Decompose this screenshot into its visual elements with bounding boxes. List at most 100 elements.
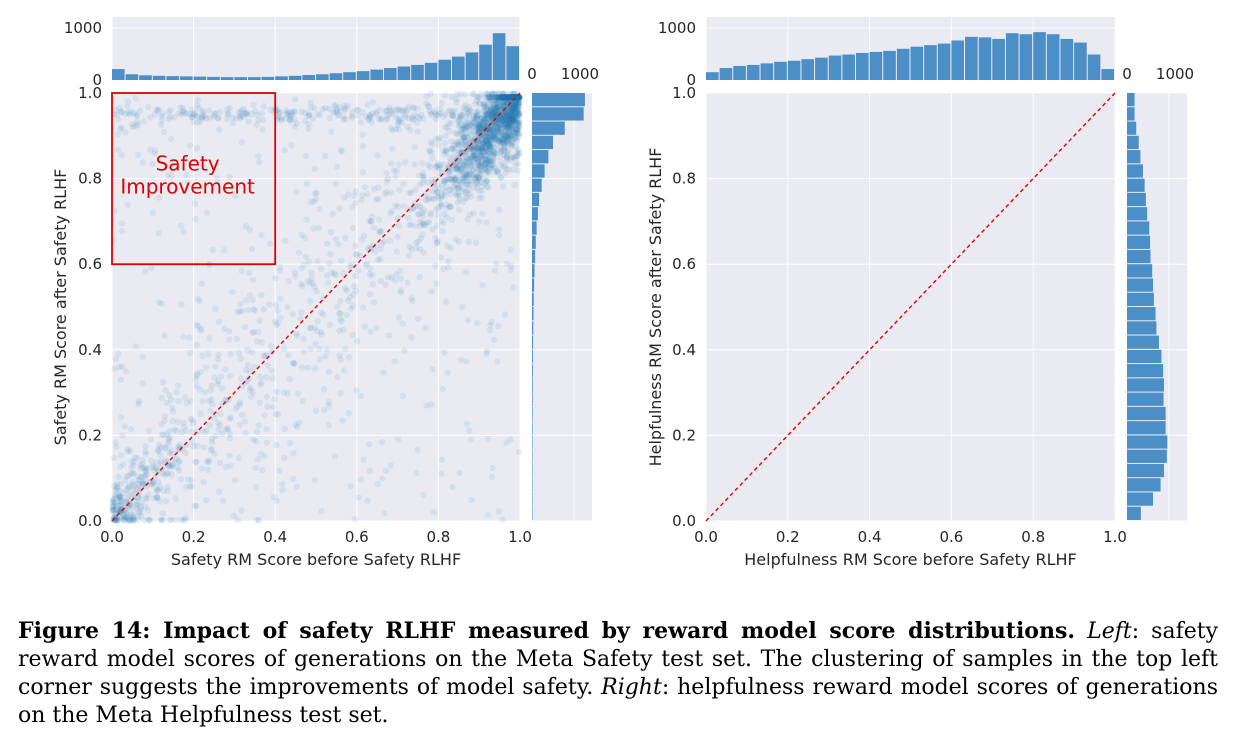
scatter-point <box>132 343 139 350</box>
scatter-point <box>496 94 504 101</box>
scatter-point <box>501 122 509 129</box>
scatter-point <box>349 302 356 309</box>
scatter-point <box>126 516 133 524</box>
scatter-point <box>500 138 507 145</box>
scatter-point <box>484 140 491 147</box>
scatter-point <box>321 407 328 414</box>
scatter-point <box>508 94 515 101</box>
scatter-point <box>180 333 187 340</box>
x-tick-label: 0.2 <box>776 528 800 546</box>
scatter-point <box>473 174 480 181</box>
scatter-point <box>172 516 179 524</box>
scatter-point <box>468 178 476 185</box>
scatter-point <box>366 291 374 298</box>
scatter-point <box>511 128 518 136</box>
scatter-point <box>466 137 473 144</box>
scatter-point <box>325 421 333 429</box>
scatter-point <box>494 129 501 137</box>
scatter-point <box>510 116 517 123</box>
scatter-point <box>470 148 478 156</box>
scatter-point <box>414 446 421 454</box>
scatter-point <box>508 94 515 101</box>
scatter-point <box>236 454 243 462</box>
scatter-point <box>465 156 473 163</box>
scatter-point <box>491 112 499 120</box>
scatter-point <box>499 100 506 108</box>
scatter-point <box>482 137 489 145</box>
scatter-point <box>456 112 464 119</box>
scatter-point <box>478 167 486 175</box>
scatter-point <box>461 125 469 133</box>
top-histogram-bar <box>492 33 506 80</box>
scatter-point <box>395 314 403 321</box>
scatter-point <box>465 167 473 174</box>
right-histogram-bar <box>532 463 533 478</box>
scatter-point <box>483 133 490 140</box>
scatter-point <box>512 135 519 142</box>
scatter-point <box>495 94 503 101</box>
scatter-point <box>293 483 301 490</box>
scatter-point <box>495 120 503 127</box>
scatter-point <box>433 280 440 287</box>
scatter-point <box>503 124 511 131</box>
scatter-point <box>455 155 463 163</box>
right-hist-tick-label: 0 <box>1122 65 1132 83</box>
scatter-point <box>501 94 508 101</box>
scatter-point <box>352 272 359 280</box>
scatter-point <box>480 133 488 140</box>
scatter-point <box>198 280 205 287</box>
scatter-point <box>419 180 427 187</box>
right-histogram-bar <box>1127 264 1153 278</box>
scatter-point <box>502 98 510 105</box>
scatter-point <box>164 487 172 495</box>
scatter-point <box>498 113 506 120</box>
top-histogram-bar <box>343 72 356 80</box>
scatter-point <box>513 105 520 113</box>
scatter-point <box>417 218 424 225</box>
top-hist-tick-label: 1000 <box>658 19 696 37</box>
scatter-point <box>514 120 522 127</box>
scatter-point <box>481 161 489 169</box>
scatter-point <box>487 149 494 157</box>
right-histogram-bar <box>1127 463 1164 478</box>
scatter-point <box>475 148 482 155</box>
scatter-points <box>109 90 523 524</box>
scatter-point <box>463 156 470 163</box>
scatter-point <box>382 467 390 475</box>
scatter-point <box>326 321 334 329</box>
scatter-point <box>325 398 332 406</box>
scatter-point <box>502 128 509 135</box>
scatter-point <box>500 141 508 148</box>
scatter-point <box>512 129 519 137</box>
scatter-point <box>485 131 492 138</box>
scatter-point <box>504 151 511 158</box>
scatter-point <box>491 134 498 141</box>
scatter-point <box>152 111 159 118</box>
scatter-point <box>501 112 508 120</box>
scatter-point <box>258 338 265 346</box>
top-histogram-bar <box>234 77 247 80</box>
scatter-point <box>497 115 505 122</box>
scatter-point <box>484 110 491 118</box>
scatter-point <box>478 151 486 158</box>
scatter-point <box>334 303 341 310</box>
scatter-point <box>483 122 491 130</box>
scatter-point <box>154 447 161 454</box>
scatter-point <box>421 221 429 229</box>
scatter-point <box>475 124 482 132</box>
scatter-point <box>125 472 133 480</box>
scatter-point <box>498 136 505 144</box>
scatter-point <box>441 139 449 147</box>
scatter-point <box>504 138 511 146</box>
scatter-point <box>509 99 516 107</box>
scatter-point <box>515 94 523 101</box>
scatter-point <box>493 96 501 104</box>
scatter-point <box>237 355 244 362</box>
scatter-point <box>478 162 485 169</box>
scatter-point <box>440 147 447 154</box>
scatter-point <box>424 179 431 186</box>
scatter-point <box>291 360 298 367</box>
scatter-point <box>503 138 511 146</box>
scatter-point <box>508 133 515 140</box>
scatter-point <box>496 97 504 105</box>
